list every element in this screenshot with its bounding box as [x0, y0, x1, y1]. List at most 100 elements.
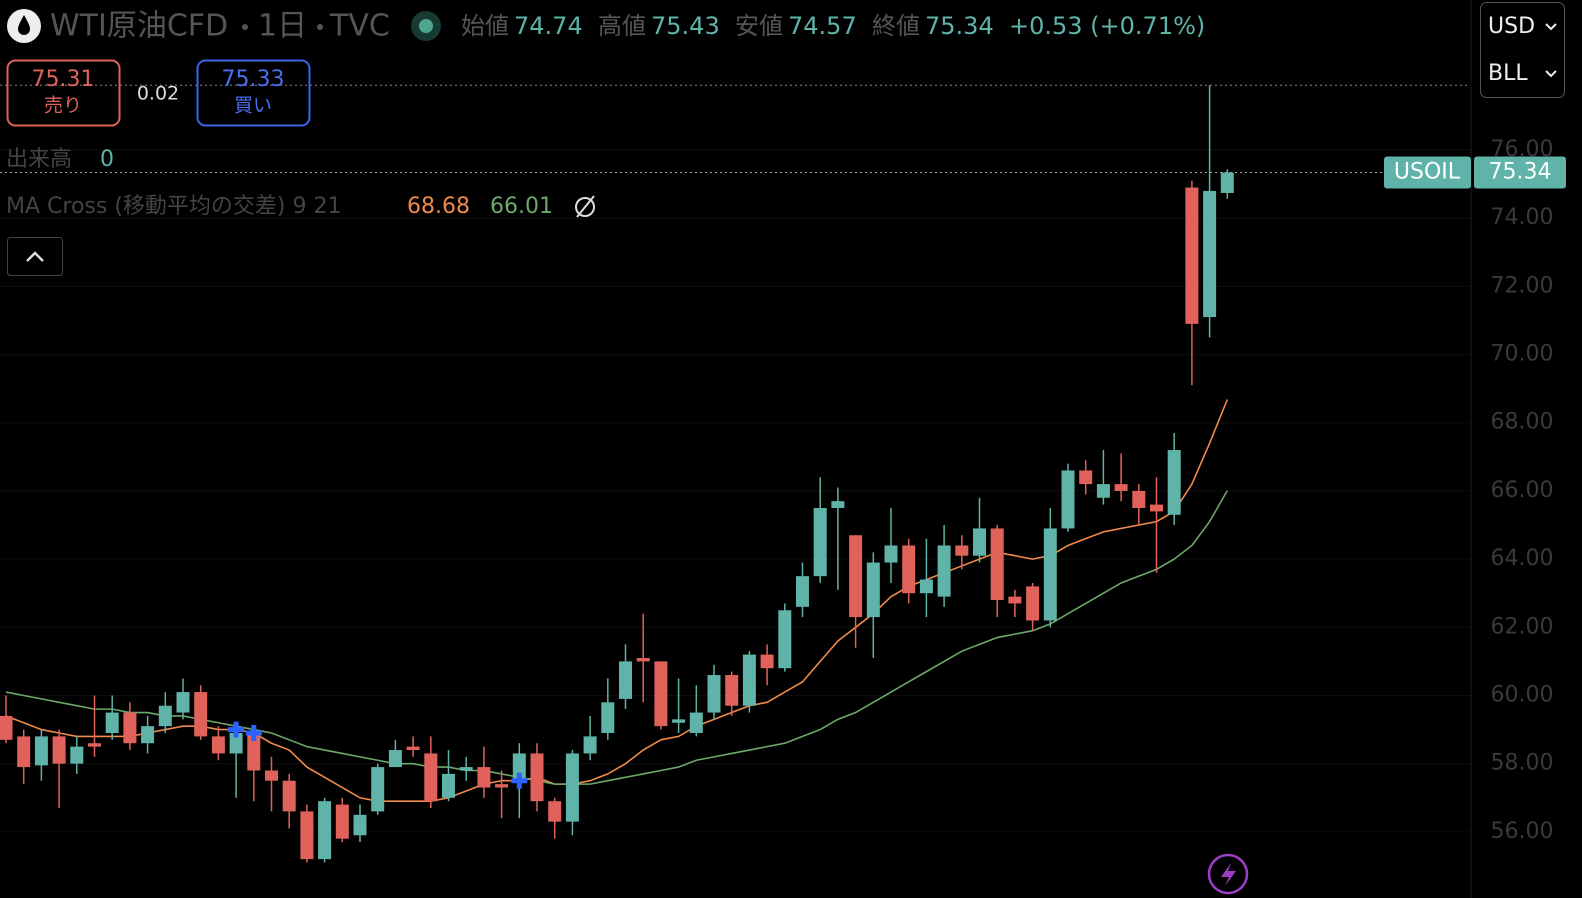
candle-body [672, 719, 686, 723]
y-tick-label: 60.00 [1491, 682, 1554, 707]
candle-body [459, 767, 473, 771]
candle-body [300, 811, 314, 860]
source: TVC [329, 9, 390, 44]
y-tick-label: 68.00 [1491, 410, 1554, 435]
buy-price: 75.33 [222, 67, 285, 92]
candle-body [583, 736, 597, 754]
chevron [1545, 70, 1557, 78]
candle-body [866, 562, 880, 618]
candle-body [813, 507, 827, 577]
low-label: 安値 [735, 12, 783, 40]
candle-body [0, 715, 13, 740]
candle-body [973, 528, 986, 556]
candle-body [1026, 586, 1040, 621]
candle-body [34, 736, 48, 766]
candle-body [831, 501, 845, 508]
cross-marker [228, 721, 245, 738]
candle-body [1079, 470, 1093, 485]
open-value: 74.74 [514, 12, 583, 40]
high-label: 高値 [598, 12, 646, 40]
candle-body [1008, 596, 1022, 604]
candle-body [1114, 484, 1128, 491]
sell-label: 売り [44, 95, 82, 117]
candle-body [760, 654, 774, 669]
change: +0.53 (+0.71%) [1009, 12, 1205, 40]
y-tick-label: 70.00 [1491, 342, 1554, 367]
candle-body [477, 767, 491, 788]
hide-icon[interactable] [575, 197, 595, 217]
candle-body [636, 657, 650, 662]
candle-body [105, 712, 119, 733]
candle-body [176, 692, 190, 713]
candle-body [265, 770, 278, 781]
open-label: 始値 [461, 12, 509, 40]
status-dot [419, 19, 433, 33]
candle-body [1167, 450, 1181, 515]
candle-body [282, 780, 296, 812]
volume-label: 出来高 [6, 147, 72, 172]
chevron [1545, 23, 1557, 31]
candle-body [796, 576, 809, 607]
ma-line [5, 490, 1228, 785]
candle-body [52, 736, 66, 764]
cross-marker [511, 772, 528, 789]
close-value: 75.34 [925, 12, 994, 40]
candle-body [849, 535, 863, 618]
y-tick-label: 66.00 [1491, 478, 1554, 503]
candle-body [548, 801, 562, 822]
candle-body [654, 661, 668, 727]
drop-icon [18, 15, 30, 35]
y-tick-label: 74.00 [1491, 205, 1554, 230]
interval: 1日 [258, 9, 307, 44]
candle-body [919, 579, 933, 594]
hide-icon-slash [576, 195, 595, 218]
sell-price: 75.31 [32, 67, 95, 92]
candle-body [194, 692, 208, 737]
candle-body [70, 746, 84, 764]
y-tick-label: 64.00 [1491, 546, 1554, 571]
candle-body [565, 753, 579, 822]
candle-body [955, 545, 969, 556]
candle-body [371, 767, 385, 812]
ma-line [5, 399, 1229, 802]
candle-body [601, 702, 615, 733]
candle-body [778, 610, 792, 669]
close-label: 終値 [872, 12, 920, 40]
candle-body [229, 732, 243, 754]
separator [317, 24, 323, 30]
candle-body [123, 712, 137, 744]
candle-body [619, 661, 632, 699]
candle-body [884, 545, 898, 563]
indicator-label: MA Cross (移動平均の交差) 9 21 [6, 194, 341, 219]
candle-body [689, 712, 703, 733]
low-value: 74.57 [788, 12, 857, 40]
candle-body [1043, 528, 1057, 621]
symbol: WTI原油CFD [50, 9, 228, 44]
volume-value: 0 [100, 147, 114, 172]
selector-box[interactable] [1480, 2, 1565, 98]
candle-body [388, 750, 402, 768]
y-tick-label: 58.00 [1491, 751, 1554, 776]
candle-body [742, 654, 756, 706]
symbol-tag: USOIL [1394, 160, 1461, 185]
candle-body [318, 801, 332, 860]
symbol-tag-bg [1384, 156, 1471, 189]
candle-body [17, 736, 31, 768]
candle-body [1096, 484, 1110, 498]
candle-body [1061, 470, 1075, 529]
currency[interactable]: USD [1488, 14, 1535, 39]
candle-body [353, 814, 367, 836]
collapse-button[interactable] [7, 237, 63, 276]
collapse-icon [26, 251, 44, 262]
candle-body [335, 804, 349, 839]
candle-body [442, 773, 455, 798]
candle-body [495, 784, 509, 788]
sell-button[interactable] [6, 59, 121, 127]
ma-fast-value: 68.68 [407, 194, 470, 219]
high-value: 75.43 [651, 12, 720, 40]
buy-button[interactable] [196, 59, 311, 127]
unit[interactable]: BLL [1488, 61, 1528, 86]
candle-body [707, 675, 721, 713]
